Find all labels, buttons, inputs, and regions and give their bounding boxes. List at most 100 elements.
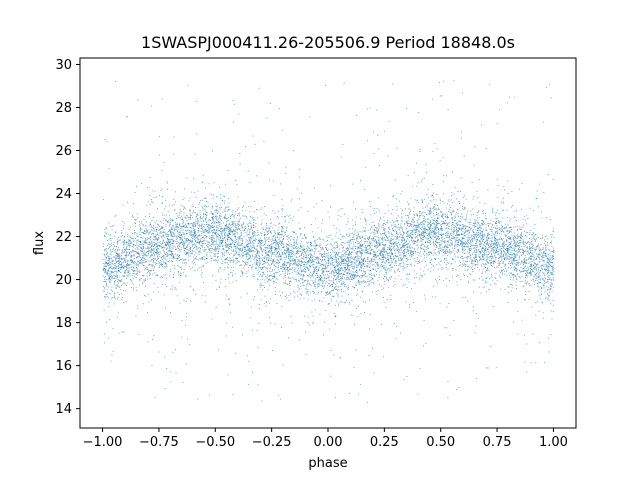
data-point — [156, 238, 158, 240]
data-point — [465, 264, 467, 266]
data-point — [112, 225, 114, 227]
data-point — [231, 221, 233, 223]
data-point — [322, 268, 323, 270]
data-point — [241, 264, 242, 266]
data-point — [515, 250, 517, 252]
data-point — [344, 255, 346, 257]
data-point — [339, 273, 341, 275]
data-point — [290, 277, 291, 279]
data-point — [356, 265, 357, 267]
data-point — [190, 268, 192, 270]
data-point — [391, 238, 392, 240]
data-point — [530, 252, 532, 254]
data-point — [333, 267, 335, 268]
data-point — [208, 394, 210, 396]
data-point — [450, 232, 452, 234]
data-point — [113, 256, 115, 258]
data-point — [243, 262, 245, 263]
data-point — [259, 260, 261, 262]
data-point — [300, 233, 302, 235]
data-point — [286, 262, 288, 263]
data-point — [255, 238, 256, 240]
data-point — [252, 241, 253, 243]
data-point — [449, 237, 450, 239]
data-point — [271, 255, 272, 257]
data-point — [121, 258, 123, 260]
data-point — [311, 262, 312, 263]
data-point — [369, 242, 370, 244]
data-point — [478, 241, 480, 242]
data-point — [489, 84, 491, 86]
data-point — [154, 190, 156, 192]
data-point — [346, 278, 348, 280]
data-point — [215, 248, 217, 249]
data-point — [249, 182, 251, 184]
data-point — [229, 237, 231, 239]
data-point — [369, 223, 371, 225]
data-point — [503, 228, 505, 230]
data-point — [482, 230, 484, 232]
data-point — [469, 227, 470, 228]
data-point — [427, 221, 428, 223]
data-point — [177, 257, 179, 259]
data-point — [369, 240, 371, 242]
data-point — [139, 234, 141, 235]
data-point — [203, 224, 205, 225]
data-point — [314, 284, 316, 286]
data-point — [303, 266, 305, 267]
data-point — [391, 224, 393, 226]
data-point — [433, 249, 435, 251]
data-point — [202, 246, 203, 248]
data-point — [337, 245, 338, 247]
data-point — [182, 231, 184, 233]
data-point — [171, 235, 173, 236]
data-point — [228, 246, 230, 247]
data-point — [117, 285, 119, 287]
data-point — [526, 343, 528, 345]
data-point — [193, 226, 195, 228]
data-point — [131, 246, 133, 247]
data-point — [451, 231, 453, 233]
data-point — [197, 230, 199, 232]
data-point — [175, 224, 177, 226]
data-point — [376, 247, 378, 249]
data-point — [535, 257, 537, 259]
data-point — [327, 257, 329, 259]
data-point — [119, 266, 121, 268]
data-point — [541, 294, 542, 295]
data-point — [274, 212, 276, 214]
data-point — [145, 278, 147, 280]
data-point — [472, 247, 474, 249]
data-point — [456, 230, 458, 232]
data-point — [337, 273, 338, 274]
data-point — [347, 272, 349, 273]
data-point — [131, 251, 132, 253]
data-point — [482, 263, 484, 264]
data-point — [313, 256, 315, 257]
data-point — [198, 259, 200, 261]
data-point — [189, 230, 190, 232]
data-point — [225, 214, 227, 215]
data-point — [449, 204, 451, 206]
data-point — [340, 269, 341, 271]
data-point — [280, 183, 282, 185]
data-point — [227, 257, 228, 259]
data-point — [154, 263, 156, 265]
data-point — [516, 220, 517, 221]
data-point — [431, 211, 432, 213]
data-point — [380, 253, 381, 255]
data-point — [341, 236, 343, 238]
data-point — [320, 275, 322, 277]
data-point — [386, 272, 387, 274]
data-point — [216, 247, 218, 249]
data-point — [462, 206, 463, 207]
data-point — [234, 230, 236, 232]
data-point — [159, 233, 161, 235]
data-point — [131, 255, 132, 256]
data-point — [536, 238, 537, 240]
data-point — [149, 274, 151, 276]
data-point — [421, 276, 423, 278]
data-point — [501, 238, 502, 239]
data-point — [371, 239, 373, 241]
data-point — [549, 249, 551, 251]
